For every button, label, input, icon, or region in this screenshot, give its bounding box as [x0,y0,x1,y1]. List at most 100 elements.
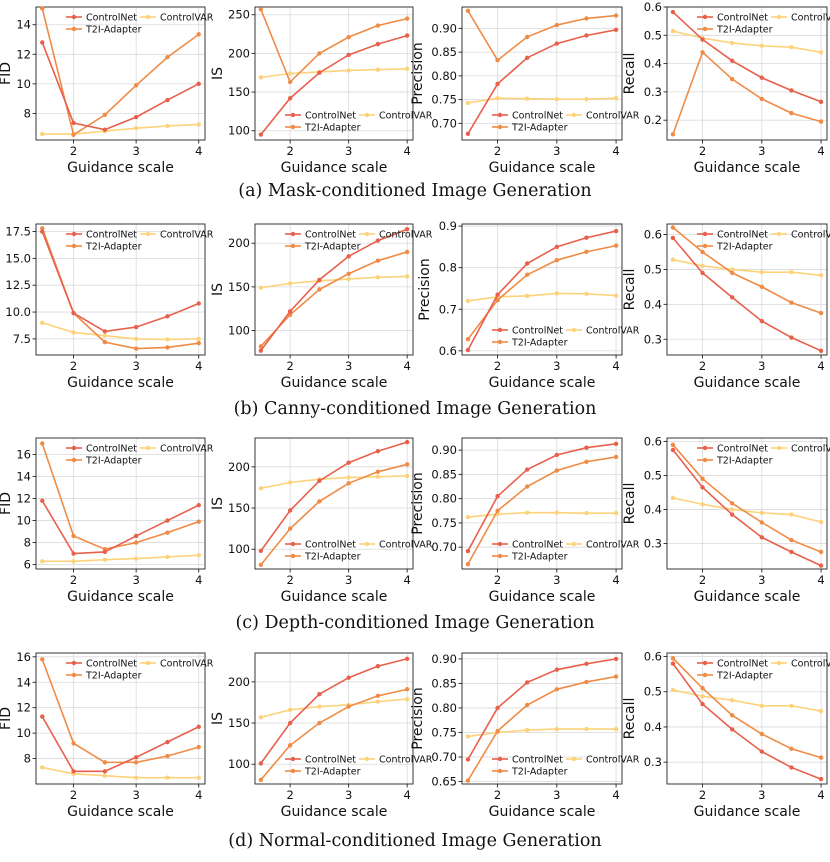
data-point-controlvar [196,775,201,780]
y-tick-label: 0.7 [439,302,457,316]
data-point-controlnet [759,75,765,80]
x-axis-label: Guidance scale [694,375,801,391]
data-point-controlnet [404,656,410,661]
data-point-controlvar [554,726,560,732]
x-tick-label: 3 [345,144,352,158]
data-point-controlvar [524,96,530,101]
legend-marker-controlnet [702,14,708,20]
data-point-t2i-adapter [375,469,381,474]
data-point-controlvar [759,43,765,48]
data-point-t2i-adapter [258,777,264,783]
x-tick-label: 4 [612,359,619,373]
data-point-controlvar [317,704,322,709]
legend-marker-controlvar [145,231,151,237]
x-axis-label: Guidance scale [694,804,801,820]
data-point-controlvar [729,697,735,703]
y-tick-label: 0.85 [431,467,457,481]
y-tick-label: 150 [228,85,250,99]
y-axis-label: Recall [622,698,638,740]
legend-label-controlnet: ControlNet [717,13,768,24]
y-axis-label: IS [210,712,226,725]
x-tick-label: 3 [553,359,560,373]
data-point-controlnet [465,548,471,554]
legend-marker-controlvar [571,112,577,118]
y-tick-label: 14 [16,675,31,689]
y-tick-label: 12 [16,47,31,61]
legend-marker-controlnet [497,756,503,762]
legend-marker-t2i-adapter [702,457,708,463]
data-point-t2i-adapter [818,549,824,555]
data-point-controlnet [287,720,293,726]
legend-marker-t2i-adapter [497,339,503,345]
y-axis-label: IS [210,283,226,296]
data-point-t2i-adapter [346,481,351,486]
series-line-controlvar [467,728,617,738]
data-point-t2i-adapter [613,454,619,460]
series-line-controlnet [41,716,200,773]
y-tick-label: 0.75 [431,516,457,530]
x-tick-label: 4 [612,788,619,802]
legend-label-t2i-adapter: T2I-Adapter [304,552,361,563]
data-point-controlvar [818,50,824,55]
data-point-controlnet [759,535,765,540]
x-tick-label: 3 [132,144,139,158]
data-point-controlnet [729,295,735,300]
data-point-controlvar [584,291,589,297]
series-line-controlnet [672,237,822,352]
data-point-t2i-adapter [375,693,381,699]
legend-label-controlnet: ControlNet [717,659,768,670]
data-point-controlnet [287,508,293,513]
data-point-controlnet [818,563,824,568]
y-tick-label: 10 [16,726,31,740]
plot-frame [666,223,828,356]
data-point-t2i-adapter [554,257,560,263]
series-line-controlvar [260,275,408,289]
legend-marker-t2i-adapter [497,124,503,130]
data-point-t2i-adapter [495,728,500,734]
data-point-t2i-adapter [465,778,471,783]
data-point-controlnet [40,40,45,45]
y-tick-label: 12 [16,492,31,506]
data-point-controlnet [700,701,705,707]
data-point-t2i-adapter [102,339,108,345]
data-point-controlvar [465,298,471,304]
series-line-t2i-adapter [672,444,822,553]
chart-panel-r1c1: 2 3 4 100 150 200 Guidance scale IS ControlNet Co… [210,223,433,391]
x-axis-label: Guidance scale [489,160,596,176]
x-tick-label: 4 [403,359,410,373]
data-point-t2i-adapter [554,22,560,28]
data-point-controlvar [133,336,139,342]
data-point-controlvar [375,67,381,72]
data-point-t2i-adapter [613,13,619,18]
legend-label-t2i-adapter: T2I-Adapter [85,671,142,682]
y-tick-label: 0.3 [644,332,662,346]
x-axis-label: Guidance scale [694,160,801,176]
plot-frame [461,223,623,356]
data-point-controlnet [670,447,676,453]
series-line-t2i-adapter [260,463,408,566]
y-tick-label: 150 [228,280,250,294]
data-point-t2i-adapter [524,34,530,40]
data-point-t2i-adapter [495,508,500,513]
data-point-controlnet [258,548,264,554]
chart-panel-r3c2: 2 3 4 0.65 0.70 0.75 0.80 0.85 0.90 Guidance scal… [410,652,640,820]
data-point-t2i-adapter [165,55,170,60]
data-point-t2i-adapter [670,225,676,230]
y-tick-label: 16 [16,448,31,462]
data-point-controlvar [613,511,619,516]
data-point-controlnet [670,661,676,666]
y-axis-label: Precision [410,472,426,534]
y-axis-label: Precision [410,42,426,104]
data-point-controlnet [759,318,765,324]
data-point-t2i-adapter [495,297,500,303]
data-point-controlnet [670,9,676,15]
data-point-t2i-adapter [133,83,139,88]
data-point-t2i-adapter [465,561,471,567]
y-tick-label: 0.4 [644,720,662,734]
legend-label-controlvar: ControlVAR [160,230,214,241]
data-point-controlvar [287,707,293,713]
data-point-controlvar [196,122,201,127]
data-point-controlnet [495,292,500,297]
